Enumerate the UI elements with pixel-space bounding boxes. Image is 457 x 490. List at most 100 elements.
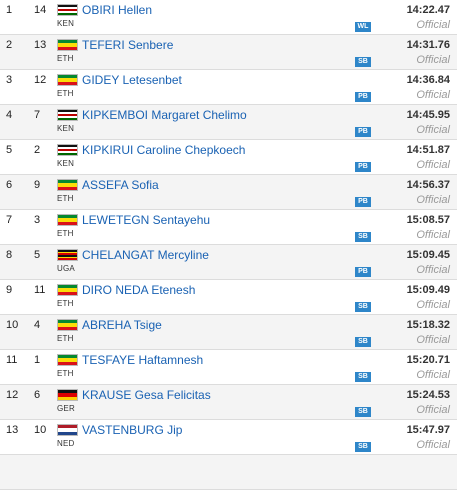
table-row: 6 9 ETH ASSEFA Sofia PB 14:56.37 Officia…: [0, 175, 457, 210]
table-row: 5 2 KEN KIPKIRUI Caroline Chepkoech PB 1…: [0, 140, 457, 175]
record-badge: WL: [355, 22, 371, 32]
athlete-name-link[interactable]: KIPKIRUI Caroline Chepkoech: [82, 143, 246, 157]
kenya-flag-icon: [57, 4, 78, 16]
result-time: 15:20.71: [406, 354, 450, 366]
table-row: 4 7 KEN KIPKEMBOI Margaret Chelimo PB 14…: [0, 105, 457, 140]
record-badge: SB: [355, 232, 371, 242]
athlete-name-link[interactable]: OBIRI Hellen: [82, 3, 153, 17]
result-time: 15:47.97: [406, 424, 450, 436]
bib-cell: 14: [34, 4, 47, 16]
ethiopia-flag-icon: [57, 319, 78, 331]
result-time: 15:08.57: [406, 214, 450, 226]
table-row: 1 14 KEN OBIRI Hellen WL 14:22.47 Offici…: [0, 0, 457, 35]
athlete-name-link[interactable]: DIRO NEDA Etenesh: [82, 283, 196, 297]
country-code: GER: [57, 404, 75, 413]
bib-cell: 11: [34, 284, 46, 296]
rank-cell: 2: [6, 39, 13, 51]
result-time: 14:36.84: [406, 74, 450, 86]
bib-cell: 3: [34, 214, 41, 226]
result-time: 14:56.37: [406, 179, 450, 191]
country-code: NED: [57, 439, 75, 448]
ethiopia-flag-icon: [57, 214, 78, 226]
athlete-name-link[interactable]: VASTENBURG Jip: [82, 423, 183, 437]
bib-cell: 10: [34, 424, 47, 436]
table-row: 12 6 GER KRAUSE Gesa Felicitas SB 15:24.…: [0, 385, 457, 420]
record-badge: PB: [355, 127, 371, 137]
rank-cell: 12: [6, 389, 19, 401]
athlete-name-link[interactable]: TESFAYE Haftamnesh: [82, 353, 204, 367]
bib-cell: 12: [34, 74, 47, 86]
result-time: 15:09.49: [406, 284, 450, 296]
result-status: Official: [416, 124, 450, 136]
record-badge: SB: [355, 442, 371, 452]
kenya-flag-icon: [57, 109, 78, 121]
result-time: 14:31.76: [406, 39, 450, 51]
country-code: KEN: [57, 19, 75, 28]
country-code: ETH: [57, 299, 74, 308]
athlete-name-link[interactable]: ASSEFA Sofia: [82, 178, 159, 192]
result-status: Official: [416, 299, 450, 311]
result-time: 15:24.53: [406, 389, 450, 401]
athlete-name-link[interactable]: TEFERI Senbere: [82, 38, 174, 52]
athlete-name-link[interactable]: LEWETEGN Sentayehu: [82, 213, 211, 227]
result-status: Official: [416, 159, 450, 171]
table-row: 7 3 ETH LEWETEGN Sentayehu SB 15:08.57 O…: [0, 210, 457, 245]
result-status: Official: [416, 19, 450, 31]
rank-cell: 13: [6, 424, 19, 436]
bib-cell: 7: [34, 109, 41, 121]
table-row: 9 11 ETH DIRO NEDA Etenesh SB 15:09.49 O…: [0, 280, 457, 315]
result-time: 14:45.95: [406, 109, 450, 121]
country-code: ETH: [57, 334, 74, 343]
country-code: KEN: [57, 159, 75, 168]
uganda-flag-icon: [57, 249, 78, 261]
bib-cell: 4: [34, 319, 41, 331]
athlete-name-link[interactable]: ABREHA Tsige: [82, 318, 162, 332]
record-badge: PB: [355, 162, 371, 172]
result-status: Official: [416, 439, 450, 451]
rank-cell: 3: [6, 74, 13, 86]
table-row: 13 10 NED VASTENBURG Jip SB 15:47.97 Off…: [0, 420, 457, 455]
rank-cell: 5: [6, 144, 13, 156]
bib-cell: 1: [34, 354, 41, 366]
bib-cell: 5: [34, 249, 41, 261]
result-status: Official: [416, 404, 450, 416]
bib-cell: 13: [34, 39, 47, 51]
bib-cell: 2: [34, 144, 41, 156]
result-status: Official: [416, 229, 450, 241]
result-time: 14:51.87: [406, 144, 450, 156]
athlete-name-link[interactable]: CHELANGAT Mercyline: [82, 248, 209, 262]
table-row: 10 4 ETH ABREHA Tsige SB 15:18.32 Offici…: [0, 315, 457, 350]
country-code: KEN: [57, 124, 75, 133]
record-badge: SB: [355, 337, 371, 347]
athlete-name-link[interactable]: KRAUSE Gesa Felicitas: [82, 388, 211, 402]
result-status: Official: [416, 89, 450, 101]
table-row: 2 13 ETH TEFERI Senbere SB 14:31.76 Offi…: [0, 35, 457, 70]
ethiopia-flag-icon: [57, 354, 78, 366]
result-time: 15:09.45: [406, 249, 450, 261]
record-badge: SB: [355, 407, 371, 417]
athlete-name-link[interactable]: KIPKEMBOI Margaret Chelimo: [82, 108, 247, 122]
bib-cell: 9: [34, 179, 41, 191]
rank-cell: 11: [6, 354, 18, 366]
kenya-flag-icon: [57, 144, 78, 156]
result-status: Official: [416, 369, 450, 381]
rank-cell: 7: [6, 214, 13, 226]
country-code: ETH: [57, 229, 74, 238]
rank-cell: 8: [6, 249, 13, 261]
result-time: 14:22.47: [406, 4, 450, 16]
athlete-name-link[interactable]: GIDEY Letesenbet: [82, 73, 182, 87]
ethiopia-flag-icon: [57, 284, 78, 296]
table-row: 3 12 ETH GIDEY Letesenbet PB 14:36.84 Of…: [0, 70, 457, 105]
bib-cell: 6: [34, 389, 41, 401]
country-code: ETH: [57, 54, 74, 63]
germany-flag-icon: [57, 389, 78, 401]
rank-cell: 1: [6, 4, 13, 16]
record-badge: SB: [355, 372, 371, 382]
table-row: 8 5 UGA CHELANGAT Mercyline PB 15:09.45 …: [0, 245, 457, 280]
record-badge: SB: [355, 57, 371, 67]
result-status: Official: [416, 194, 450, 206]
country-code: ETH: [57, 194, 74, 203]
record-badge: PB: [355, 197, 371, 207]
table-row-partial: [0, 455, 457, 490]
record-badge: PB: [355, 267, 371, 277]
